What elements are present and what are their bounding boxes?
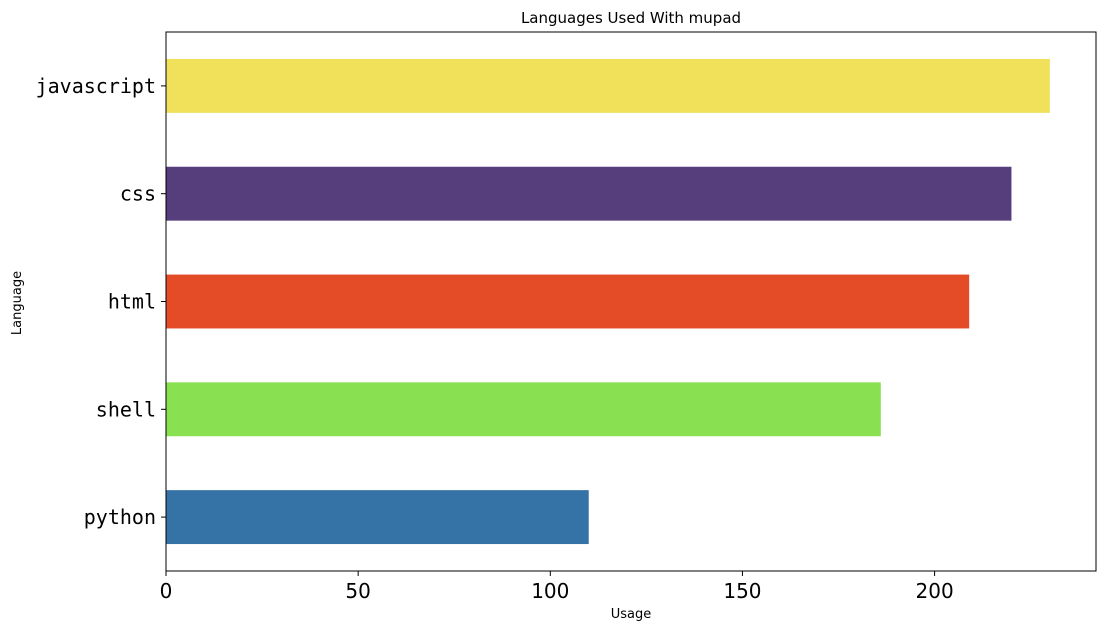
bar-html: [166, 274, 970, 329]
plot-frame: [165, 31, 1097, 572]
x-tick-label-100: 100: [531, 579, 569, 603]
y-tick-label-python: python: [84, 505, 156, 529]
y-tick-label-shell: shell: [96, 397, 156, 421]
bar-shell: [166, 382, 881, 437]
x-tick-label-50: 50: [345, 579, 370, 603]
chart-title: Languages Used With mupad: [521, 9, 741, 27]
y-axis-ticks: javascript css html shell python: [36, 74, 166, 529]
y-tick-label-javascript: javascript: [36, 74, 156, 98]
x-tick-label-0: 0: [160, 579, 173, 603]
bar-javascript: [166, 58, 1050, 113]
y-tick-label-css: css: [120, 182, 156, 206]
bar-css: [166, 166, 1012, 221]
y-axis-label: Language: [10, 271, 25, 335]
bars-group: [166, 58, 1050, 545]
x-axis-label: Usage: [611, 607, 652, 622]
x-axis-ticks: 0 50 100 150 200: [160, 571, 954, 603]
bar-python: [166, 490, 589, 545]
y-tick-label-html: html: [108, 290, 156, 314]
x-tick-label-200: 200: [916, 579, 954, 603]
x-tick-label-150: 150: [723, 579, 761, 603]
